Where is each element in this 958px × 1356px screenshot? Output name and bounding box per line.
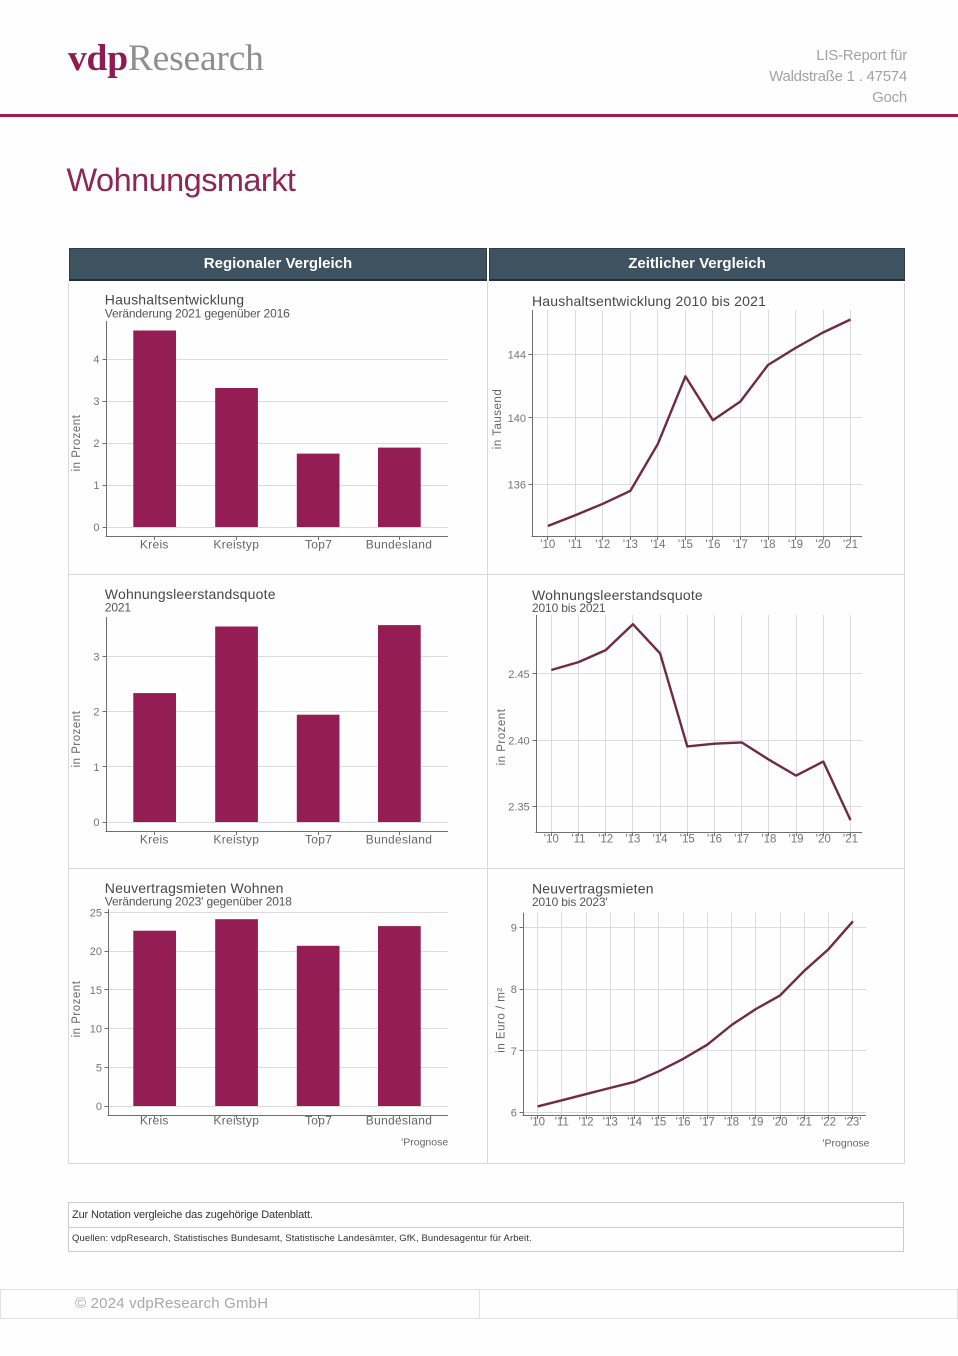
svg-text:'12: '12 [579, 1117, 594, 1129]
svg-text:'21: '21 [843, 539, 858, 551]
svg-text:144: 144 [508, 349, 526, 361]
svg-text:2.45: 2.45 [508, 669, 529, 681]
svg-text:Bundesland: Bundesland [366, 1113, 432, 1127]
svg-text:in Euro / m²: in Euro / m² [496, 987, 508, 1052]
svg-text:'14: '14 [627, 1117, 643, 1129]
svg-text:Kreistyp: Kreistyp [213, 537, 259, 551]
svg-text:3: 3 [93, 651, 99, 663]
svg-text:7: 7 [511, 1046, 517, 1058]
svg-text:'15: '15 [680, 834, 695, 846]
svg-text:'12: '12 [595, 539, 610, 551]
svg-text:'14: '14 [650, 539, 666, 551]
svg-text:'21: '21 [797, 1117, 812, 1129]
svg-text:'13: '13 [623, 539, 638, 551]
svg-text:'17: '17 [700, 1117, 715, 1129]
svg-text:'Prognose: 'Prognose [401, 1136, 448, 1148]
svg-text:'17: '17 [733, 539, 748, 551]
svg-text:Kreis: Kreis [140, 1113, 169, 1127]
svg-text:1: 1 [93, 480, 99, 492]
svg-text:1: 1 [93, 762, 99, 774]
svg-text:Kreis: Kreis [140, 832, 169, 846]
svg-text:Wohnungsleerstandsquote: Wohnungsleerstandsquote [105, 586, 276, 602]
svg-text:Neuvertragsmieten: Neuvertragsmieten [532, 881, 654, 897]
svg-text:'14: '14 [653, 834, 669, 846]
svg-text:20: 20 [90, 946, 102, 958]
svg-text:'11: '11 [568, 539, 582, 551]
svg-text:2.40: 2.40 [508, 735, 529, 747]
svg-text:'10: '10 [530, 1117, 545, 1129]
svg-text:in Prozent: in Prozent [71, 414, 83, 471]
svg-text:Top7: Top7 [305, 1113, 332, 1127]
svg-text:in Prozent: in Prozent [71, 710, 83, 767]
svg-text:5: 5 [96, 1062, 102, 1074]
svg-text:'11: '11 [555, 1117, 569, 1129]
svg-text:9: 9 [511, 923, 517, 935]
svg-text:in Tausend: in Tausend [492, 389, 504, 449]
svg-text:'17: '17 [734, 834, 749, 846]
svg-text:140: 140 [508, 413, 526, 425]
svg-text:'11: '11 [571, 834, 585, 846]
svg-text:136: 136 [508, 479, 526, 491]
svg-text:0: 0 [93, 522, 99, 534]
svg-text:Neuvertragsmieten Wohnen: Neuvertragsmieten Wohnen [105, 880, 284, 896]
svg-text:'16: '16 [705, 539, 720, 551]
svg-text:2021: 2021 [105, 601, 132, 615]
svg-text:in Prozent: in Prozent [71, 980, 83, 1037]
svg-text:'20: '20 [816, 834, 831, 846]
svg-text:'13: '13 [625, 834, 640, 846]
svg-text:2.35: 2.35 [508, 802, 529, 814]
svg-text:Veränderung 2021 gegenüber 201: Veränderung 2021 gegenüber 2016 [105, 307, 290, 321]
svg-text:2010 bis 2023': 2010 bis 2023' [532, 895, 608, 909]
svg-text:0: 0 [93, 817, 99, 829]
svg-text:'22: '22 [821, 1117, 836, 1129]
svg-text:Kreistyp: Kreistyp [213, 1113, 259, 1127]
svg-text:'21: '21 [843, 834, 858, 846]
svg-text:4: 4 [93, 354, 99, 366]
svg-text:25: 25 [90, 908, 102, 920]
svg-text:0: 0 [96, 1101, 102, 1113]
svg-text:'10: '10 [544, 834, 559, 846]
svg-text:Kreistyp: Kreistyp [213, 832, 259, 846]
svg-text:'10: '10 [540, 539, 555, 551]
svg-text:'16: '16 [676, 1117, 691, 1129]
svg-text:'18: '18 [724, 1117, 739, 1129]
svg-text:Top7: Top7 [305, 537, 332, 551]
svg-text:'20: '20 [816, 539, 831, 551]
svg-text:3: 3 [93, 396, 99, 408]
svg-text:Wohnungsleerstandsquote: Wohnungsleerstandsquote [532, 587, 703, 603]
svg-text:'19: '19 [789, 834, 804, 846]
svg-text:15: 15 [90, 985, 102, 997]
svg-text:'23': '23' [844, 1117, 861, 1129]
svg-text:'19: '19 [788, 539, 803, 551]
svg-text:'15: '15 [678, 539, 693, 551]
svg-text:Bundesland: Bundesland [366, 537, 432, 551]
svg-text:Veränderung 2023' gegenüber 20: Veränderung 2023' gegenüber 2018 [105, 895, 292, 909]
svg-text:'13: '13 [603, 1117, 618, 1129]
svg-text:'16: '16 [707, 834, 722, 846]
svg-text:in Prozent: in Prozent [496, 708, 508, 765]
svg-text:'12: '12 [598, 834, 613, 846]
svg-text:Bundesland: Bundesland [366, 832, 432, 846]
svg-text:'19: '19 [748, 1117, 763, 1129]
svg-text:Kreis: Kreis [140, 537, 169, 551]
svg-text:2010 bis 2021: 2010 bis 2021 [532, 601, 606, 615]
svg-text:'18: '18 [761, 539, 776, 551]
svg-text:'15: '15 [651, 1117, 666, 1129]
svg-text:Haushaltsentwicklung: Haushaltsentwicklung [105, 292, 244, 308]
svg-text:6: 6 [511, 1108, 517, 1120]
svg-text:Top7: Top7 [305, 832, 332, 846]
svg-text:'Prognose: 'Prognose [823, 1138, 870, 1150]
svg-text:'20: '20 [773, 1117, 788, 1129]
svg-text:10: 10 [90, 1024, 102, 1036]
svg-text:2: 2 [93, 707, 99, 719]
svg-text:2: 2 [93, 438, 99, 450]
svg-text:8: 8 [511, 984, 517, 996]
svg-text:Haushaltsentwicklung 2010 bis: Haushaltsentwicklung 2010 bis 2021 [532, 293, 766, 309]
svg-text:'18: '18 [761, 834, 776, 846]
